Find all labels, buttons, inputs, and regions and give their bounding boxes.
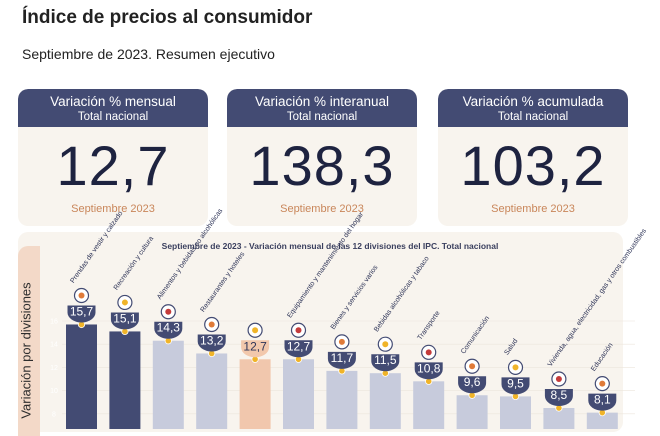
card-yearly-title: Variación % interanual: [254, 94, 390, 109]
category-label: Prendas de vestir y calzado: [69, 210, 124, 285]
value-label: 9,5: [507, 376, 524, 390]
value-badge: [197, 334, 226, 352]
card-yearly-header: Variación % interanual Total nacional: [227, 89, 417, 127]
phone-icon-accent: [469, 363, 476, 370]
value-label: 13,2: [200, 333, 224, 347]
value-badge: [284, 340, 313, 358]
value-label: 12,7: [287, 339, 311, 353]
value-badge: [154, 321, 183, 339]
value-label: 11,7: [331, 351, 354, 365]
clothing-icon-accent: [78, 292, 85, 299]
card-monthly: Variación % mensual Total nacional 12,7 …: [18, 89, 208, 226]
y-axis-band: [18, 246, 40, 436]
value-badge: [327, 351, 356, 369]
value-label: 9,6: [464, 375, 481, 389]
card-yearly: Variación % interanual Total nacional 13…: [227, 89, 417, 226]
page-subtitle: Septiembre de 2023. Resumen ejecutivo: [22, 46, 275, 62]
category-label: Salud: [503, 338, 519, 357]
car-icon-accent: [425, 349, 432, 356]
chart-title: Septiembre de 2023 - Variación mensual d…: [161, 241, 499, 251]
value-badge: [67, 305, 96, 323]
card-cumulative-date: Septiembre 2023: [491, 203, 575, 215]
bar: [500, 396, 531, 429]
category-label: Bebidas alcohólicas y tabaco: [373, 255, 431, 333]
category-label: Restaurantes y hoteles: [200, 251, 247, 314]
bottle-icon-accent: [382, 341, 389, 348]
card-monthly-title: Variación % mensual: [50, 94, 176, 109]
lightbulb-icon-accent: [555, 376, 562, 382]
value-badge: [414, 362, 443, 380]
bar: [326, 370, 358, 429]
value-label: 15,1: [113, 311, 137, 325]
card-cumulative-value: 103,2: [460, 134, 606, 197]
value-badge: [371, 354, 400, 372]
value-badge: [588, 393, 617, 411]
y-tick-label: 12: [50, 365, 58, 372]
restaurant-icon-accent: [208, 321, 215, 328]
bar: [239, 359, 271, 429]
value-label: 11,5: [374, 353, 397, 367]
y-tick-label: 8: [52, 411, 56, 418]
y-tick-label: 16: [50, 319, 58, 326]
card-yearly-value: 138,3: [249, 134, 395, 197]
bar: [283, 359, 314, 429]
page-title: Índice de precios al consumidor: [22, 7, 313, 28]
bar: [543, 408, 575, 429]
food-icon-accent: [165, 308, 172, 315]
home-appliance-icon-accent: [295, 327, 302, 334]
bar: [109, 331, 141, 429]
bar: [369, 373, 401, 429]
value-badge: [501, 377, 530, 395]
bar: [66, 324, 97, 429]
culture-icon-accent: [121, 299, 128, 306]
bar: [413, 381, 445, 429]
category-label: Recreación y cultura: [113, 235, 155, 291]
value-label: 15,7: [70, 304, 94, 318]
scissors-icon-accent: [338, 338, 345, 345]
card-monthly-value: 12,7: [56, 134, 170, 197]
health-icon-accent: [512, 364, 519, 371]
y-tick-label: 14: [50, 342, 58, 349]
card-monthly-header: Variación % mensual Total nacional: [18, 89, 208, 127]
card-monthly-date: Septiembre 2023: [71, 203, 155, 215]
bar: [456, 395, 488, 429]
category-label: Educación: [590, 342, 615, 373]
category-label: Vivienda, agua, electricidad, gas y otro…: [547, 227, 648, 368]
category-label: Transporte: [417, 310, 442, 342]
value-label: 8,5: [551, 388, 568, 402]
basket-icon-accent: [252, 327, 259, 334]
bar: [152, 340, 184, 429]
card-yearly-scope: Total nacional: [286, 111, 358, 123]
value-label: 14,3: [157, 321, 181, 335]
value-badge: [544, 389, 573, 407]
value-label: 8,1: [594, 393, 611, 407]
bar: [586, 412, 618, 429]
card-cumulative: Variación % acumulada Total nacional 103…: [438, 89, 628, 226]
card-cumulative-header: Variación % acumulada Total nacional: [438, 89, 628, 127]
bar: [196, 353, 228, 429]
value-badge: [458, 376, 487, 394]
card-monthly-scope: Total nacional: [77, 111, 149, 123]
value-label: 10,8: [417, 361, 441, 375]
card-cumulative-scope: Total nacional: [497, 111, 569, 123]
value-label: 12,7: [243, 339, 267, 353]
value-badge: [110, 312, 139, 330]
y-tick-label: 10: [50, 388, 58, 395]
card-cumulative-title: Variación % acumulada: [462, 94, 604, 109]
value-badge: [241, 340, 270, 358]
education-icon-accent: [599, 380, 606, 387]
card-yearly-date: Septiembre 2023: [280, 203, 364, 215]
